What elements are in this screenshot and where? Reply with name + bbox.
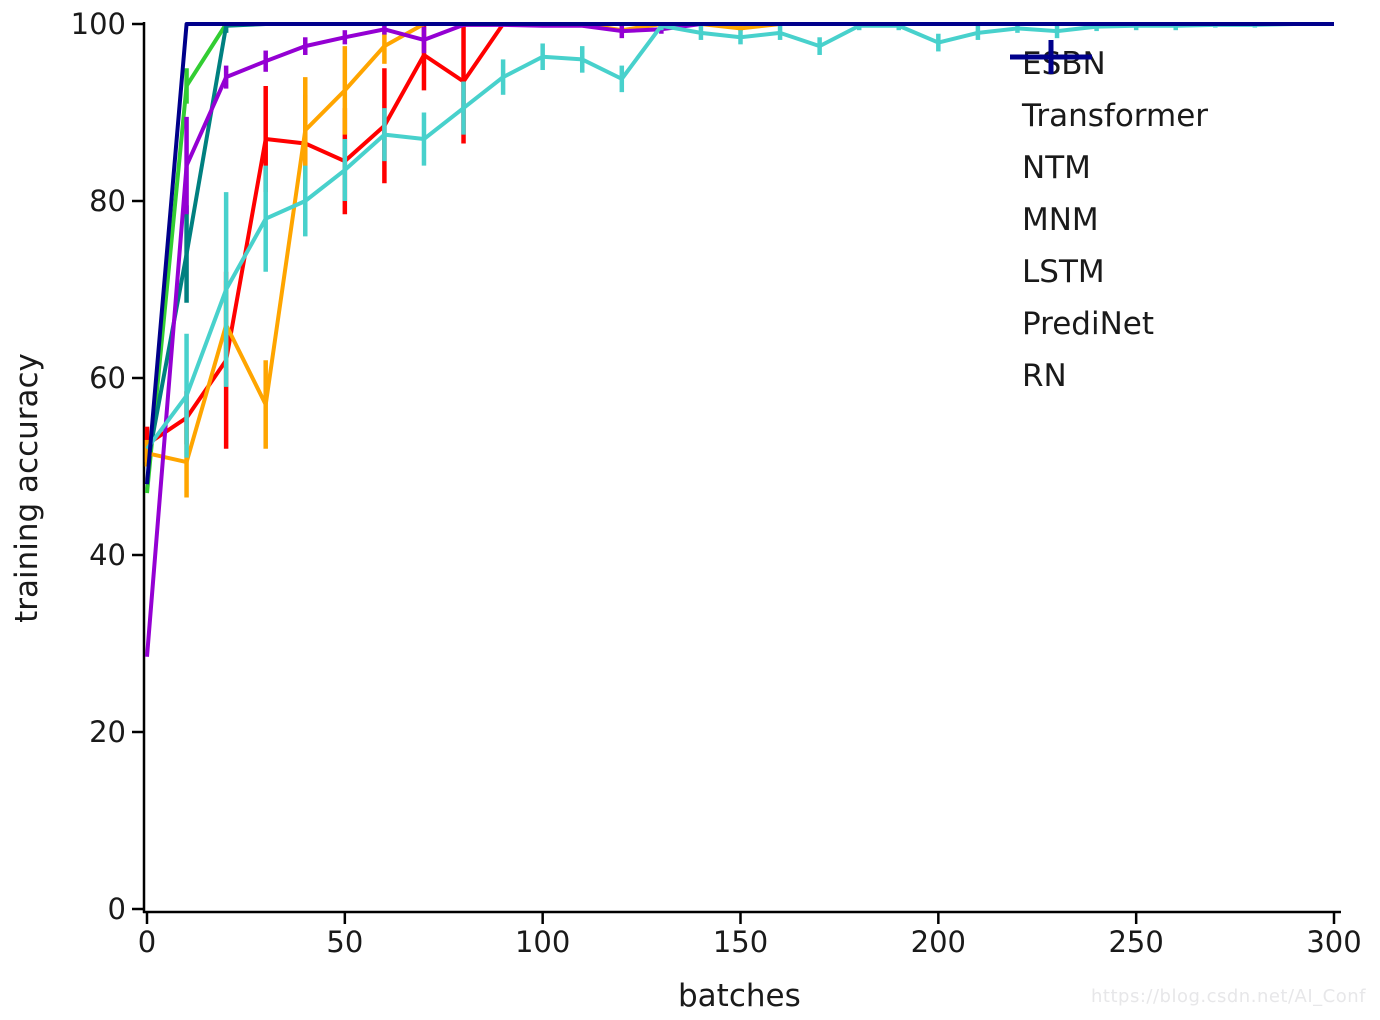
legend: ESBN Transformer NTM MNM LSTM PrediNet RN	[1008, 38, 1208, 402]
x-tick-label: 200	[911, 925, 966, 959]
x-tick-label: 100	[515, 925, 570, 959]
legend-label: RN	[1022, 358, 1067, 394]
y-tick-label: 100	[71, 7, 126, 41]
legend-label: NTM	[1022, 150, 1091, 186]
y-tick-label: 60	[89, 361, 126, 395]
legend-item-MNM: MNM	[1008, 40, 1208, 246]
x-axis-title: batches	[678, 978, 801, 1014]
legend-item-PrediNet: PrediNet	[1008, 40, 1208, 350]
legend-label: Transformer	[1022, 98, 1209, 134]
y-tick-label: 80	[89, 184, 126, 218]
legend-label: MNM	[1022, 202, 1099, 238]
legend-label: LSTM	[1022, 254, 1105, 290]
legend-item-Transformer: Transformer	[1008, 40, 1209, 142]
legend-errorbar-marker-icon	[1010, 40, 1092, 74]
x-tick-label: 0	[138, 925, 156, 959]
legend-item-RN: RN	[1008, 40, 1208, 402]
x-tick-label: 300	[1306, 925, 1361, 959]
x-tick-label: 50	[326, 925, 363, 959]
watermark: https://blog.csdn.net/AI_Conf	[1091, 986, 1366, 1007]
y-axis-title: training accuracy	[9, 353, 45, 623]
y-tick-label: 20	[89, 715, 126, 749]
x-tick-label: 250	[1108, 925, 1163, 959]
series-line-RN	[145, 22, 1334, 485]
y-tick-label: 40	[89, 538, 126, 572]
legend-item-LSTM: LSTM	[1008, 40, 1208, 298]
legend-label: PrediNet	[1022, 306, 1154, 342]
legend-item-NTM: NTM	[1008, 40, 1208, 194]
legend-label: ESBN	[1022, 46, 1106, 82]
x-tick-label: 150	[713, 925, 768, 959]
y-tick-label: 0	[108, 892, 126, 926]
